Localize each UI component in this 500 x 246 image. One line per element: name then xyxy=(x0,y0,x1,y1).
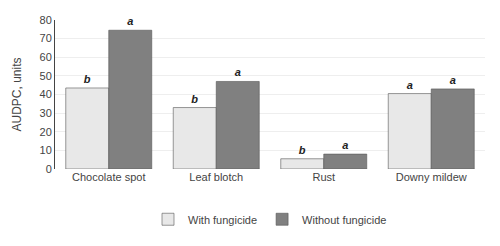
svg-text:b: b xyxy=(191,93,198,105)
svg-text:Rust: Rust xyxy=(312,171,335,183)
svg-text:10: 10 xyxy=(40,144,52,156)
svg-text:70: 70 xyxy=(40,32,52,44)
svg-text:a: a xyxy=(235,66,241,78)
svg-text:80: 80 xyxy=(40,14,52,26)
svg-text:Chocolate spot: Chocolate spot xyxy=(72,171,145,183)
svg-text:50: 50 xyxy=(40,70,52,82)
svg-text:With fungicide: With fungicide xyxy=(188,214,257,226)
svg-text:40: 40 xyxy=(40,88,52,100)
svg-text:AUDPC, units: AUDPC, units xyxy=(10,57,24,131)
svg-text:20: 20 xyxy=(40,126,52,138)
svg-text:0: 0 xyxy=(46,163,52,175)
svg-text:30: 30 xyxy=(40,107,52,119)
svg-text:b: b xyxy=(299,144,306,156)
svg-text:60: 60 xyxy=(40,51,52,63)
svg-text:a: a xyxy=(450,74,456,86)
svg-text:b: b xyxy=(84,73,91,85)
svg-text:a: a xyxy=(342,139,348,151)
svg-text:Without fungicide: Without fungicide xyxy=(302,214,386,226)
svg-text:a: a xyxy=(127,15,133,27)
svg-text:a: a xyxy=(407,79,413,91)
svg-text:Downy mildew: Downy mildew xyxy=(396,171,467,183)
svg-text:Leaf blotch: Leaf blotch xyxy=(189,171,243,183)
